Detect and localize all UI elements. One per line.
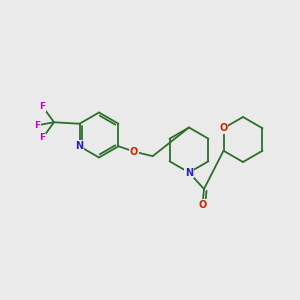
Text: F: F: [40, 102, 46, 111]
Text: O: O: [198, 200, 207, 210]
Text: O: O: [130, 147, 138, 157]
Text: N: N: [76, 141, 84, 151]
Text: N: N: [185, 167, 193, 178]
Text: O: O: [219, 123, 228, 133]
Text: F: F: [34, 121, 40, 130]
Text: F: F: [40, 133, 46, 142]
